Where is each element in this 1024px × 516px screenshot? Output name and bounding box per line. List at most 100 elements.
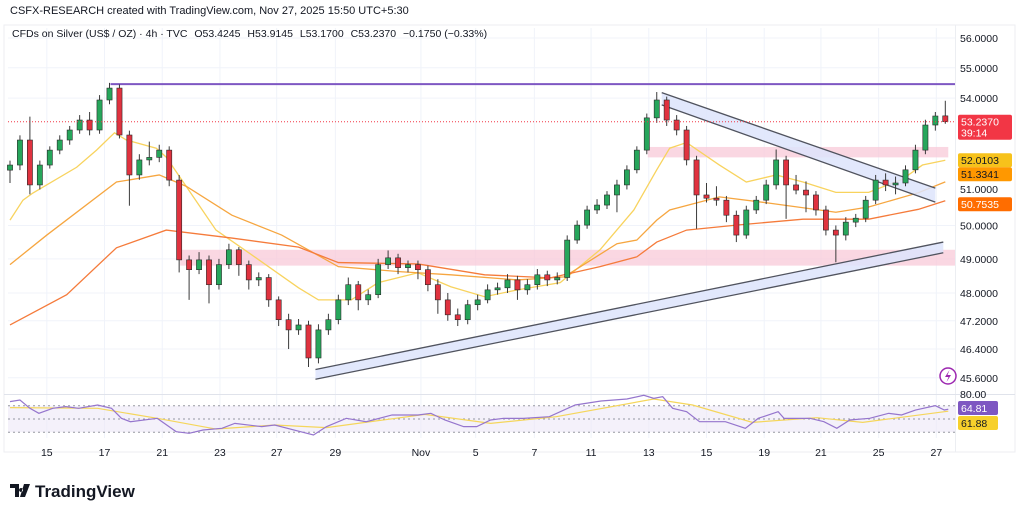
candle bbox=[96, 95, 103, 134]
lightning-icon bbox=[945, 370, 951, 382]
candle-body bbox=[186, 259, 192, 270]
candle bbox=[335, 294, 342, 325]
candle bbox=[763, 179, 770, 205]
candle-body bbox=[116, 87, 123, 136]
candle-body bbox=[554, 277, 561, 281]
candle bbox=[66, 125, 73, 145]
rsi-line bbox=[9, 394, 949, 436]
ma-price-badge bbox=[958, 167, 1012, 182]
candle-body bbox=[206, 259, 212, 286]
rsi-value-badge bbox=[958, 401, 998, 415]
candle bbox=[255, 272, 262, 287]
candle-body bbox=[643, 117, 650, 151]
candle-body bbox=[146, 157, 153, 161]
candle bbox=[345, 277, 352, 306]
rising-channel-lower-line[interactable] bbox=[315, 252, 944, 380]
price-tick-label: 47.2000 bbox=[960, 316, 998, 328]
falling-channel-fill[interactable] bbox=[661, 92, 936, 203]
candle-body bbox=[265, 277, 272, 301]
candle bbox=[226, 243, 232, 270]
candle bbox=[862, 195, 869, 223]
candle-body bbox=[415, 264, 421, 270]
candle bbox=[86, 111, 93, 136]
candle bbox=[17, 135, 23, 171]
price-axis[interactable]: 56.0000 55.0000 54.0000 50.0000 49.0000 48.00… bbox=[955, 25, 1013, 452]
date-axis[interactable]: 15 17 21 23 27 29 Nov 5 7 11 13 15 19 21 25 27 bbox=[41, 447, 942, 459]
candle bbox=[56, 135, 63, 155]
candle bbox=[484, 284, 491, 304]
candle-body bbox=[743, 209, 750, 236]
price-tick-label: 54.0000 bbox=[960, 93, 998, 105]
candle-body bbox=[315, 329, 322, 359]
candle bbox=[753, 195, 760, 214]
price-tick-label: 55.0000 bbox=[960, 63, 998, 75]
candle bbox=[415, 260, 421, 280]
alert-button[interactable] bbox=[939, 367, 957, 385]
last-price-badge bbox=[958, 114, 1012, 140]
candle-body bbox=[574, 224, 581, 241]
candle-body bbox=[723, 199, 730, 216]
candle-body bbox=[126, 134, 133, 176]
candle bbox=[663, 96, 670, 126]
date-tick-label: 21 bbox=[156, 447, 168, 459]
candle bbox=[146, 141, 153, 166]
tradingview-logo[interactable]: TradingView bbox=[10, 482, 136, 501]
candle-body bbox=[76, 119, 83, 131]
candle bbox=[315, 324, 322, 364]
date-tick-label: 15 bbox=[701, 447, 713, 459]
price-tick-label: 46.4000 bbox=[960, 344, 998, 356]
date-tick-label: 17 bbox=[99, 447, 111, 459]
candle-body bbox=[365, 294, 372, 301]
candle bbox=[325, 313, 332, 335]
candle bbox=[912, 144, 919, 174]
candle-body bbox=[136, 159, 143, 176]
candle-body bbox=[673, 119, 680, 131]
candle bbox=[783, 155, 789, 219]
candle-body bbox=[922, 124, 929, 151]
candle bbox=[842, 217, 849, 241]
last-price-label: 53.2370 bbox=[961, 117, 999, 129]
candle bbox=[355, 280, 362, 311]
candle-body bbox=[196, 259, 202, 270]
candle-body bbox=[235, 249, 242, 265]
trend-drawings[interactable] bbox=[110, 83, 955, 380]
candle-body bbox=[106, 87, 113, 101]
candle bbox=[7, 160, 13, 183]
candle bbox=[285, 313, 292, 350]
rsi-pane bbox=[8, 394, 955, 436]
candle bbox=[653, 92, 660, 123]
falling-channel-lower-line[interactable] bbox=[661, 104, 936, 203]
candle bbox=[564, 235, 571, 281]
candle-body bbox=[683, 129, 690, 161]
candle-body bbox=[56, 139, 63, 151]
candle-body bbox=[444, 299, 451, 316]
candle-body bbox=[663, 99, 670, 121]
candle bbox=[474, 294, 481, 311]
date-tick-label: 19 bbox=[758, 447, 770, 459]
candle-body bbox=[484, 289, 491, 301]
ohlc-low: L53.1700 bbox=[300, 28, 344, 40]
candle-body bbox=[325, 319, 332, 331]
rising-channel-fill[interactable] bbox=[315, 242, 944, 380]
candle bbox=[375, 258, 382, 299]
candle bbox=[643, 113, 650, 155]
ma-price-label: 52.0103 bbox=[961, 155, 999, 167]
candle bbox=[36, 160, 43, 190]
price-tick-label: 48.0000 bbox=[960, 288, 998, 300]
candle-body bbox=[862, 199, 869, 219]
ohlc-open: O53.4245 bbox=[194, 28, 240, 40]
rising-channel-upper-line[interactable] bbox=[315, 241, 944, 371]
candle-body bbox=[226, 249, 232, 265]
candle bbox=[444, 292, 451, 321]
candle bbox=[106, 82, 113, 105]
date-tick-label: 5 bbox=[473, 447, 479, 459]
falling-channel-upper-line[interactable] bbox=[661, 92, 936, 189]
candle bbox=[504, 274, 511, 293]
candle bbox=[166, 146, 173, 187]
legend: CFDs on Silver (US$ / OZ) · 4h · TVC O53… bbox=[12, 28, 487, 40]
candle bbox=[206, 255, 212, 304]
candle-body bbox=[345, 284, 352, 301]
svg-text:CFDs on Silver (US$ / OZ) · 4h: CFDs on Silver (US$ / OZ) · 4h · TVC O53… bbox=[12, 28, 487, 40]
candle bbox=[434, 279, 441, 314]
